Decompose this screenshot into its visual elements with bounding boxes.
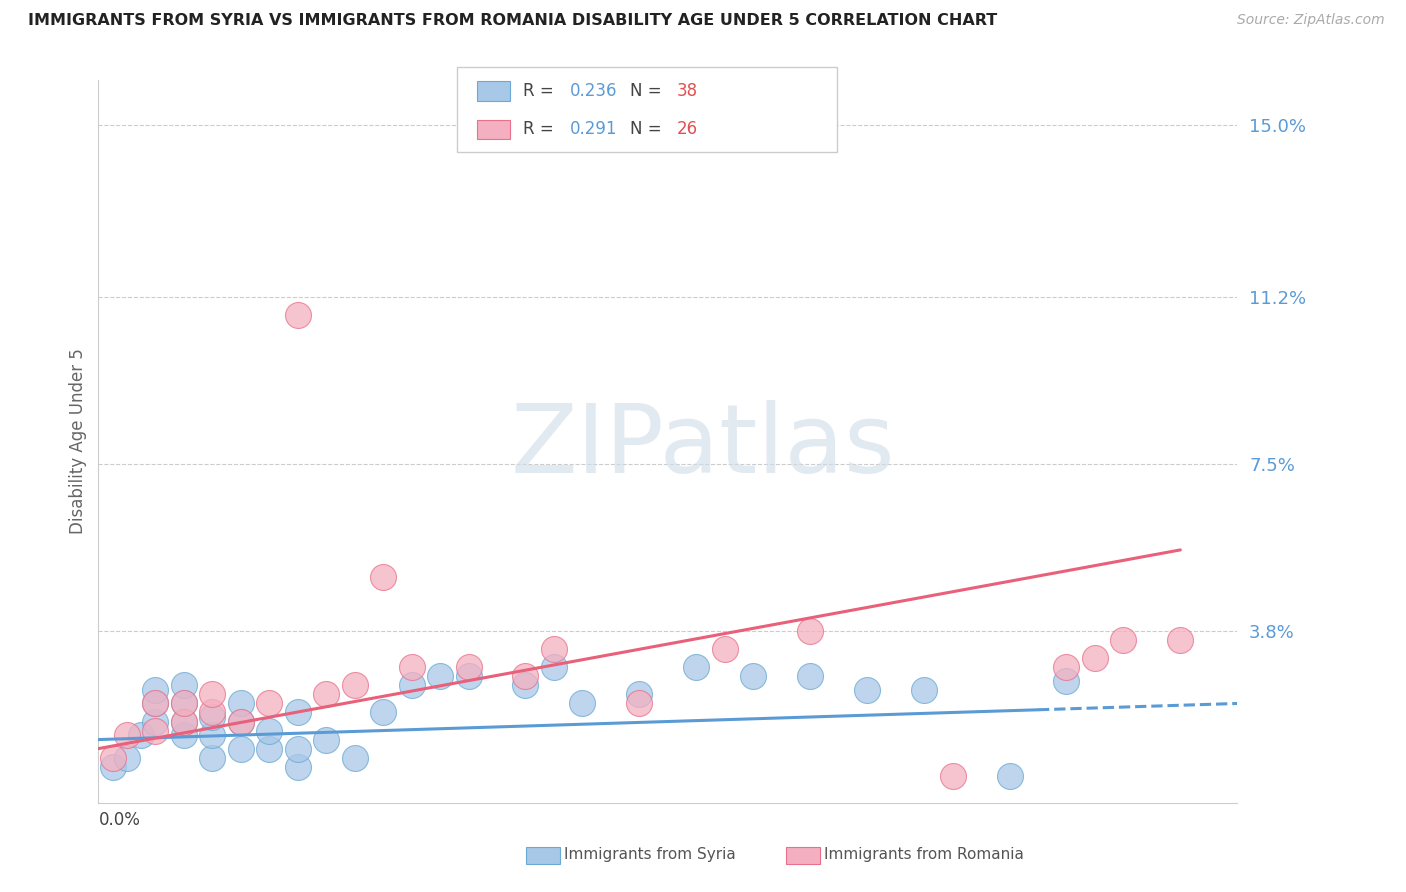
Y-axis label: Disability Age Under 5: Disability Age Under 5: [69, 349, 87, 534]
Point: [259, 697, 281, 711]
Point: [201, 750, 224, 764]
Point: [201, 710, 224, 724]
Point: [1112, 633, 1135, 648]
Point: [457, 660, 479, 674]
Text: 26: 26: [676, 120, 697, 138]
Point: [201, 728, 224, 742]
Point: [685, 660, 707, 674]
Text: R =: R =: [523, 82, 560, 100]
Point: [129, 728, 152, 742]
Point: [115, 750, 138, 764]
Point: [571, 697, 593, 711]
Point: [173, 697, 195, 711]
Point: [371, 706, 394, 720]
Point: [628, 697, 651, 711]
Point: [1056, 660, 1078, 674]
Point: [912, 682, 935, 697]
Text: IMMIGRANTS FROM SYRIA VS IMMIGRANTS FROM ROMANIA DISABILITY AGE UNDER 5 CORRELAT: IMMIGRANTS FROM SYRIA VS IMMIGRANTS FROM…: [28, 13, 997, 29]
Point: [856, 682, 879, 697]
Point: [401, 660, 423, 674]
Point: [543, 642, 565, 657]
Point: [173, 714, 195, 729]
Point: [173, 714, 195, 729]
Text: N =: N =: [630, 82, 666, 100]
Point: [401, 678, 423, 692]
Point: [543, 660, 565, 674]
Point: [315, 687, 337, 701]
Point: [173, 678, 195, 692]
Point: [742, 669, 765, 683]
Point: [343, 750, 366, 764]
Point: [799, 624, 821, 639]
Point: [145, 697, 167, 711]
Point: [145, 682, 167, 697]
Point: [371, 570, 394, 584]
Point: [714, 642, 737, 657]
Point: [145, 723, 167, 738]
Point: [259, 723, 281, 738]
Point: [173, 728, 195, 742]
Point: [1084, 651, 1107, 665]
Point: [457, 669, 479, 683]
Point: [229, 741, 252, 756]
Point: [101, 750, 124, 764]
Point: [145, 714, 167, 729]
Point: [201, 687, 224, 701]
Text: 38: 38: [676, 82, 697, 100]
Text: 0.0%: 0.0%: [98, 812, 141, 830]
Text: R =: R =: [523, 120, 560, 138]
Point: [101, 760, 124, 774]
Point: [515, 678, 537, 692]
Point: [229, 697, 252, 711]
Point: [429, 669, 451, 683]
Text: 0.236: 0.236: [569, 82, 617, 100]
Point: [229, 714, 252, 729]
Text: Immigrants from Romania: Immigrants from Romania: [824, 847, 1024, 862]
Text: ZIPatlas: ZIPatlas: [510, 400, 896, 492]
Point: [343, 678, 366, 692]
Point: [515, 669, 537, 683]
Point: [145, 697, 167, 711]
Point: [628, 687, 651, 701]
Point: [287, 760, 309, 774]
Point: [942, 769, 965, 783]
Point: [287, 706, 309, 720]
Point: [1056, 673, 1078, 688]
Point: [115, 728, 138, 742]
Point: [287, 308, 309, 322]
Point: [315, 732, 337, 747]
Text: 0.291: 0.291: [569, 120, 617, 138]
Point: [259, 741, 281, 756]
Point: [1170, 633, 1192, 648]
Text: Immigrants from Syria: Immigrants from Syria: [564, 847, 735, 862]
Point: [201, 706, 224, 720]
Point: [998, 769, 1021, 783]
Text: Source: ZipAtlas.com: Source: ZipAtlas.com: [1237, 13, 1385, 28]
Text: N =: N =: [630, 120, 666, 138]
Point: [173, 697, 195, 711]
Point: [229, 714, 252, 729]
Point: [287, 741, 309, 756]
Point: [799, 669, 821, 683]
